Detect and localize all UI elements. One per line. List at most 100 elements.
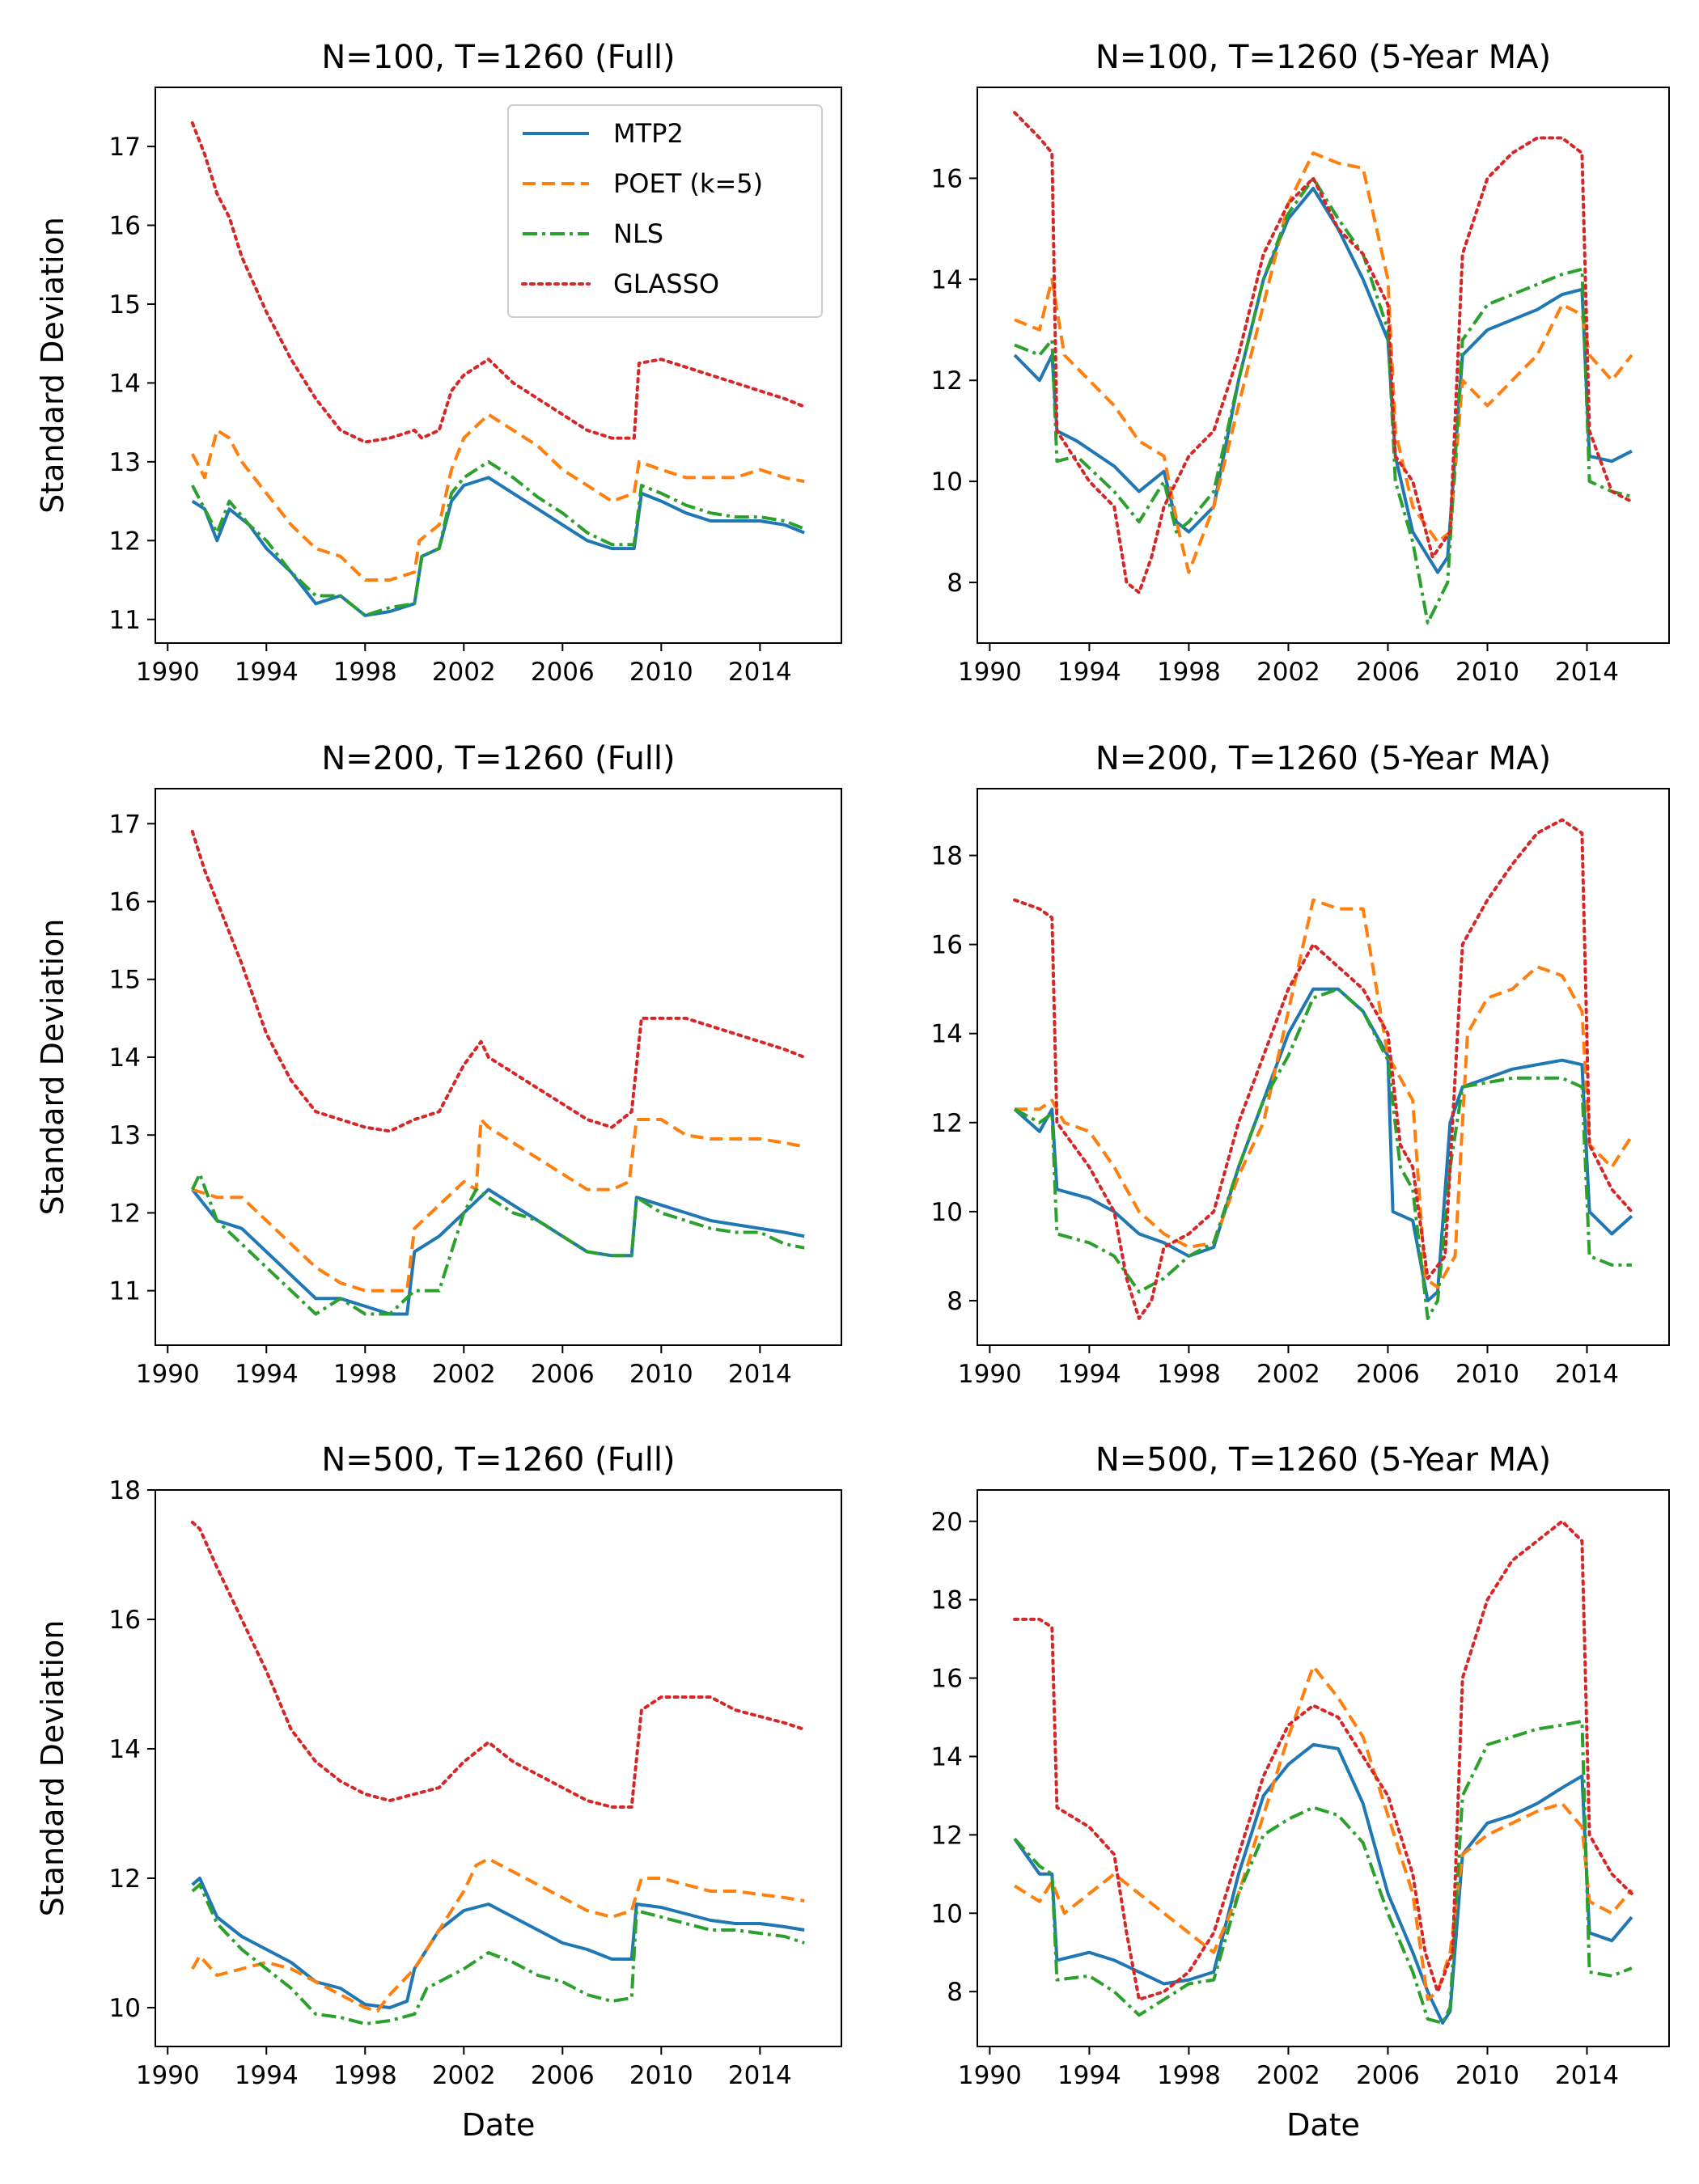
y-tick-label: 13 [109, 1121, 141, 1150]
series-line-mtp2 [191, 476, 805, 617]
x-tick-label: 2010 [629, 658, 693, 687]
x-tick-label: 1998 [1157, 2061, 1221, 2090]
y-tick-label: 12 [109, 1199, 141, 1228]
x-tick-label: 2014 [1555, 658, 1619, 687]
panels: 1990 1994 1998 2002 2006 2010 2014111213141516… [35, 39, 1670, 2143]
x-tick-label: 1998 [333, 2061, 397, 2090]
x-tick-label: 1998 [333, 1360, 397, 1389]
y-axis-label: Standard Deviation [35, 1620, 70, 1917]
x-tick-label: 1998 [1157, 658, 1221, 687]
y-tick-label: 12 [109, 527, 141, 556]
series-line-poet-k-5 [192, 1118, 805, 1293]
y-tick-label: 20 [931, 1508, 963, 1537]
chart-panel-1: 1990 1994 1998 2002 2006 2010 2014 11 12 13 14 15 16… [35, 39, 842, 687]
y-tick-label: 16 [109, 888, 141, 917]
series-line-glasso [190, 829, 807, 1133]
legend-label-mtp2: MTP2 [613, 118, 684, 149]
series-line-poet-k-5 [1014, 1665, 1633, 2001]
x-tick-label: 2002 [1256, 2061, 1320, 2090]
y-tick-label: 16 [931, 1665, 963, 1694]
x-tick-label: 2002 [432, 658, 496, 687]
x-tick-label: 1994 [235, 1360, 299, 1389]
y-tick-label: 18 [931, 842, 963, 871]
x-tick-label: 1990 [136, 2061, 200, 2090]
y-tick-label: 12 [109, 1864, 141, 1894]
chart-title: N=500, T=1260 (Full) [321, 1441, 675, 1479]
chart-panel-6: 1990 1994 1998 2002 2006 2010 2014 8 10 12 14 16 18 2… [931, 1441, 1670, 2143]
y-tick-label: 16 [931, 931, 963, 960]
axes-frame [977, 788, 1670, 1346]
series-line-poet-k-5 [191, 1857, 805, 2013]
x-tick-label: 2014 [728, 2061, 792, 2090]
x-tick-label: 2006 [1356, 1360, 1420, 1389]
series-line-nls [1014, 987, 1632, 1320]
series-line-nls [191, 459, 805, 617]
y-tick-label: 18 [931, 1586, 963, 1615]
y-tick-label: 10 [109, 1994, 141, 2023]
y-tick-label: 10 [931, 1198, 963, 1227]
x-tick-label: 2010 [1455, 2061, 1519, 2090]
legend-label-poet-k-5: POET (k=5) [613, 168, 763, 199]
x-tick-label: 2014 [728, 658, 792, 687]
chart-panel-5: 1990 1994 1998 2002 2006 2010 2014 10 12 14 16 18 N=… [35, 1441, 842, 2143]
chart-panel-2: 1990 1994 1998 2002 2006 2010 2014 8 10 12 14 16 N=1… [931, 39, 1670, 687]
x-tick-label: 1990 [136, 1360, 200, 1389]
legend-label-nls: NLS [613, 218, 663, 249]
x-tick-label: 2010 [1455, 1360, 1519, 1389]
x-axis-label: Date [1286, 2107, 1360, 2143]
x-tick-label: 1998 [1157, 1360, 1221, 1389]
chart-panel-3: 1990 1994 1998 2002 2006 2010 2014 11 12 13 14 15 16… [35, 740, 842, 1389]
y-tick-label: 8 [947, 569, 963, 598]
y-tick-label: 17 [109, 133, 141, 162]
x-tick-label: 2006 [531, 1360, 595, 1389]
x-tick-label: 1998 [333, 658, 397, 687]
legend-box [507, 104, 823, 318]
y-tick-label: 13 [109, 448, 141, 477]
series-line-nls [190, 1172, 805, 1316]
y-tick-label: 14 [931, 1742, 963, 1771]
axes-frame [977, 87, 1670, 644]
x-tick-label: 2006 [531, 2061, 595, 2090]
series-line-nls [1014, 176, 1633, 624]
x-tick-label: 1994 [1057, 658, 1121, 687]
x-tick-label: 2010 [629, 2061, 693, 2090]
chart-title: N=100, T=1260 (Full) [321, 39, 675, 76]
x-tick-label: 2002 [432, 1360, 496, 1389]
x-tick-label: 1990 [958, 658, 1022, 687]
y-tick-label: 14 [109, 1043, 141, 1073]
y-axis-label: Standard Deviation [35, 217, 70, 514]
x-tick-label: 2006 [531, 658, 595, 687]
series-line-mtp2 [1013, 1742, 1633, 2025]
series-line-mtp2 [1013, 186, 1633, 574]
x-tick-label: 2014 [1555, 1360, 1619, 1389]
axes-frame [155, 87, 842, 644]
x-tick-label: 1994 [1057, 1360, 1121, 1389]
series-line-mtp2 [1013, 987, 1633, 1302]
chart-title: N=100, T=1260 (5-Year MA) [1095, 39, 1551, 76]
series-line-glasso [190, 121, 807, 444]
y-tick-label: 10 [931, 1899, 963, 1928]
y-tick-label: 16 [109, 1606, 141, 1635]
axes-frame [155, 1489, 842, 2047]
x-tick-label: 2010 [1455, 658, 1519, 687]
series-line-glasso [1013, 818, 1633, 1320]
axes-frame [977, 1489, 1670, 2047]
x-tick-label: 1994 [235, 658, 299, 687]
legend-label-glasso: GLASSO [613, 269, 719, 299]
y-tick-label: 14 [931, 1020, 963, 1049]
x-tick-label: 1990 [136, 658, 200, 687]
y-tick-label: 8 [947, 1287, 963, 1316]
y-tick-label: 14 [931, 265, 963, 294]
y-tick-label: 10 [931, 468, 963, 497]
series-line-poet-k-5 [1015, 898, 1633, 1289]
x-tick-label: 2006 [1356, 658, 1420, 687]
y-tick-label: 12 [931, 366, 963, 396]
x-tick-label: 2002 [1256, 1360, 1320, 1389]
chart-title: N=200, T=1260 (5-Year MA) [1095, 740, 1551, 777]
x-tick-label: 1990 [958, 1360, 1022, 1389]
x-tick-label: 2006 [1356, 2061, 1420, 2090]
y-tick-label: 14 [109, 369, 141, 398]
y-axis-label: Standard Deviation [35, 919, 70, 1216]
series-line-glasso [1013, 1519, 1633, 2001]
